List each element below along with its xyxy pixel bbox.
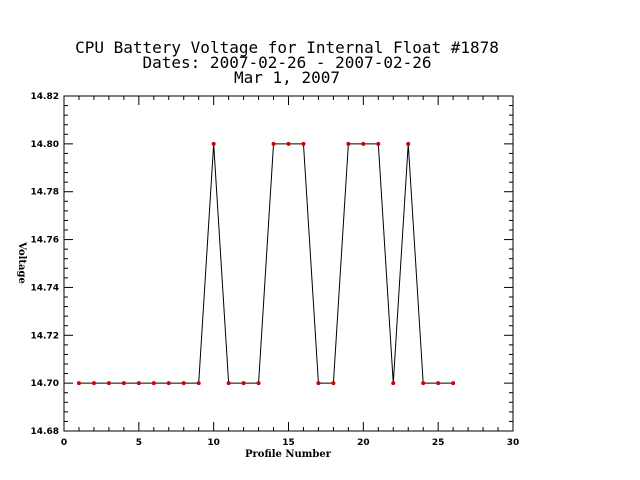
plot-frame: [63, 95, 514, 432]
chart-title: CPU Battery Voltage for Internal Float #…: [75, 38, 499, 87]
data-point: [436, 381, 441, 386]
data-point: [316, 381, 321, 386]
data-point: [166, 381, 171, 386]
chart-title-line-1: CPU Battery Voltage for Internal Float #…: [75, 38, 499, 57]
data-point: [301, 141, 306, 146]
y-axis-ticks: 14.68 14.70 14.72 14.74 14.76 14.78 14.80 14.82: [31, 92, 513, 437]
y-tick-label: 14.70: [31, 379, 59, 389]
data-point: [241, 381, 246, 386]
y-tick-label: 14.72: [31, 331, 59, 341]
data-point: [106, 381, 111, 386]
x-tick-label: 10: [207, 438, 220, 448]
y-tick-label: 14.74: [31, 283, 59, 293]
data-point: [211, 141, 216, 146]
data-point: [196, 381, 201, 386]
data-point: [286, 141, 291, 146]
chart-title-line-3: Mar 1, 2007: [234, 68, 340, 87]
data-point: [226, 381, 231, 386]
minor-ticks: [64, 96, 513, 431]
y-tick-label: 14.82: [31, 92, 59, 102]
data-point: [391, 381, 396, 386]
data-point: [271, 141, 276, 146]
data-point: [451, 381, 456, 386]
y-tick-label: 14.78: [31, 188, 59, 198]
data-point: [331, 381, 336, 386]
x-axis-ticks: 0 5 10 15 20 25 30: [61, 96, 519, 448]
x-tick-label: 30: [507, 438, 520, 448]
data-point: [256, 381, 261, 386]
data-point: [376, 141, 381, 146]
series-points: [76, 141, 456, 386]
chart-title-line-2: Dates: 2007-02-26 - 2007-02-26: [143, 53, 432, 72]
y-tick-label: 14.80: [31, 140, 59, 150]
data-point: [136, 381, 141, 386]
data-point: [151, 381, 156, 386]
x-axis-label: Profile Number: [245, 449, 332, 460]
y-axis-label: Voltage: [16, 241, 27, 284]
x-tick-label: 5: [136, 438, 142, 448]
data-point: [91, 381, 96, 386]
data-point: [361, 141, 366, 146]
x-tick-label: 15: [282, 438, 295, 448]
x-tick-label: 20: [357, 438, 370, 448]
data-point: [76, 381, 81, 386]
x-tick-label: 0: [61, 438, 67, 448]
y-tick-label: 14.76: [31, 236, 59, 246]
data-point: [121, 381, 126, 386]
series-line-path: [78, 143, 454, 384]
data-point: [346, 141, 351, 146]
data-point: [421, 381, 426, 386]
y-tick-label: 14.68: [31, 427, 59, 437]
data-point: [181, 381, 186, 386]
data-point: [406, 141, 411, 146]
series-line: [78, 143, 454, 384]
x-tick-label: 25: [432, 438, 445, 448]
